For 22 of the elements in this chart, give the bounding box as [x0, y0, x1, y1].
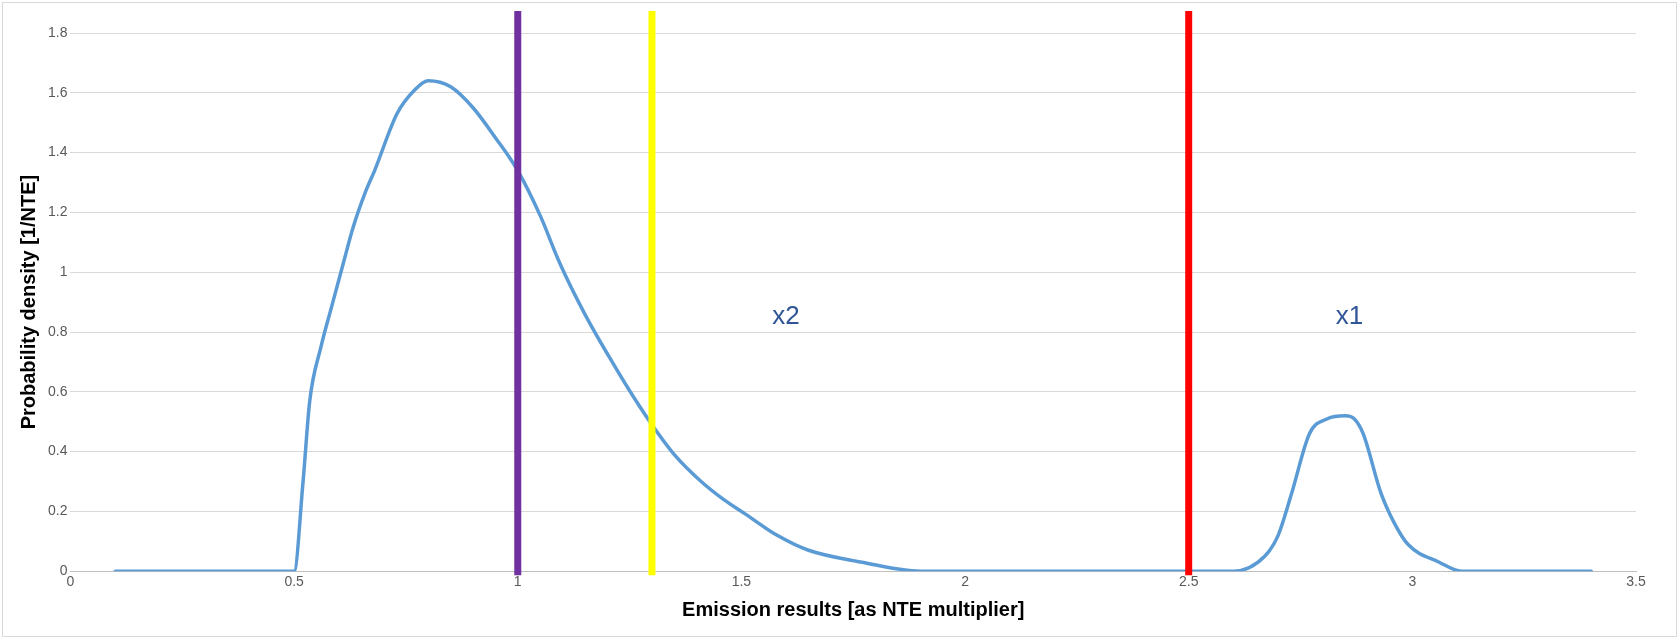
x-tick-label: 2 — [961, 573, 970, 590]
y-tick-label: 1.6 — [47, 83, 68, 100]
y-tick-label: 1.4 — [47, 143, 68, 160]
annotation: x2 — [772, 299, 800, 330]
y-tick-label: 1.2 — [47, 203, 68, 220]
y-tick-label: 0.4 — [47, 442, 68, 459]
y-tick-label: 1.8 — [47, 23, 68, 40]
y-tick-label: 0.2 — [47, 502, 68, 519]
line-series — [113, 79, 1594, 572]
x-tick-label: 3 — [1408, 573, 1417, 590]
y-tick-label: 0.8 — [47, 322, 68, 339]
y-axis-title: Probability density [1/NTE] — [16, 174, 39, 430]
y-tick-label: 0 — [59, 562, 68, 579]
y-tick-label: 1 — [59, 263, 68, 280]
x-tick-label: 1.5 — [731, 573, 752, 590]
x-axis-title: Emission results [as NTE multiplier] — [682, 597, 1025, 620]
y-tick-label: 0.6 — [47, 382, 68, 399]
x-tick-label: 1 — [513, 573, 522, 590]
x-tick-label: 2.5 — [1178, 573, 1199, 590]
x-tick-label: 3.5 — [1626, 573, 1646, 590]
annotation: x1 — [1335, 299, 1364, 330]
x-tick-label: 0.5 — [284, 573, 305, 590]
